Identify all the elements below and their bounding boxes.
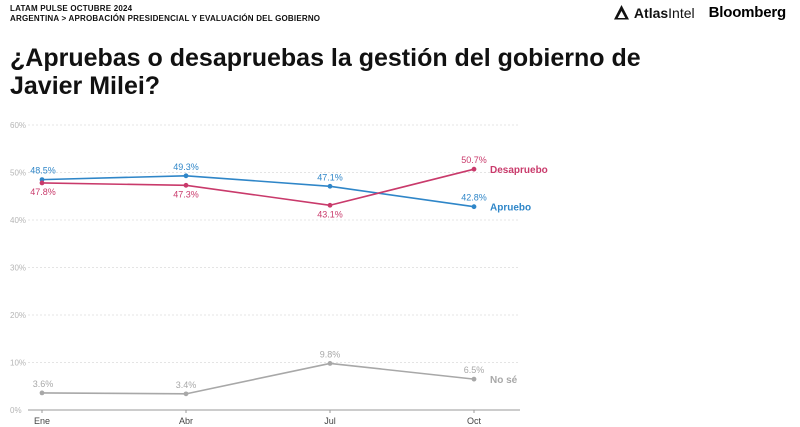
series-label-desapruebo: Desapruebo [490, 165, 548, 176]
y-tick-label: 20% [10, 311, 26, 320]
data-label-desapruebo: 47.3% [173, 189, 199, 199]
data-point-apruebo [183, 173, 189, 179]
x-tick-label: Abr [179, 416, 193, 426]
data-point-apruebo [471, 204, 477, 210]
data-point-nos [183, 391, 189, 397]
y-tick-label: 30% [10, 264, 26, 273]
data-label-desapruebo: 43.1% [317, 209, 343, 219]
series-line-apruebo [41, 175, 475, 208]
data-label-nos: 3.4% [176, 380, 197, 390]
y-tick-label: 60% [10, 121, 26, 130]
data-point-nos [39, 390, 45, 396]
header: LATAM PULSE OCTUBRE 2024 ARGENTINA > APR… [10, 4, 320, 24]
data-label-nos: 6.5% [464, 365, 485, 375]
atlasintel-logo: AtlasIntel [613, 4, 695, 21]
chart-title: ¿Apruebas o desapruebas la gestión del g… [10, 44, 641, 100]
data-label-nos: 3.6% [33, 379, 54, 389]
series-label-apruebo: Apruebo [490, 203, 531, 214]
series-line-nos [41, 362, 475, 395]
x-tick-label: Ene [34, 416, 50, 426]
atlasintel-logo-bold: Atlas [633, 4, 669, 21]
series-label-nos: No sé [490, 375, 518, 386]
bloomberg-logo: Bloomberg [708, 4, 787, 21]
x-tick-label: Oct [467, 416, 482, 426]
data-point-apruebo [39, 177, 45, 183]
y-tick-label: 50% [10, 169, 26, 178]
series-line-desapruebo [41, 168, 475, 207]
data-point-desapruebo [471, 166, 477, 172]
atlasintel-logo-light: Intel [668, 4, 695, 21]
data-label-apruebo: 42.8% [461, 193, 487, 203]
data-point-desapruebo [327, 202, 333, 208]
brand-logos: AtlasIntel Bloomberg [613, 4, 786, 21]
data-label-apruebo: 47.1% [317, 172, 343, 182]
y-tick-label: 10% [10, 359, 26, 368]
y-tick-label: 0% [10, 406, 22, 415]
x-tick-label: Jul [324, 416, 336, 426]
data-label-desapruebo: 47.8% [30, 187, 56, 197]
data-label-apruebo: 48.5% [30, 166, 56, 176]
data-label-apruebo: 49.3% [173, 162, 199, 172]
data-point-apruebo [327, 183, 333, 189]
data-point-desapruebo [39, 180, 45, 186]
data-point-desapruebo [183, 182, 189, 188]
data-point-nos [327, 361, 333, 366]
y-tick-label: 40% [10, 216, 26, 225]
breadcrumb: ARGENTINA > APROBACIÓN PRESIDENCIAL Y EV… [10, 14, 321, 23]
data-label-nos: 9.8% [320, 349, 341, 359]
survey-name: LATAM PULSE OCTUBRE 2024 [10, 4, 133, 13]
data-point-nos [471, 376, 477, 382]
atlasintel-icon [613, 5, 629, 20]
data-label-desapruebo: 50.7% [461, 155, 487, 165]
